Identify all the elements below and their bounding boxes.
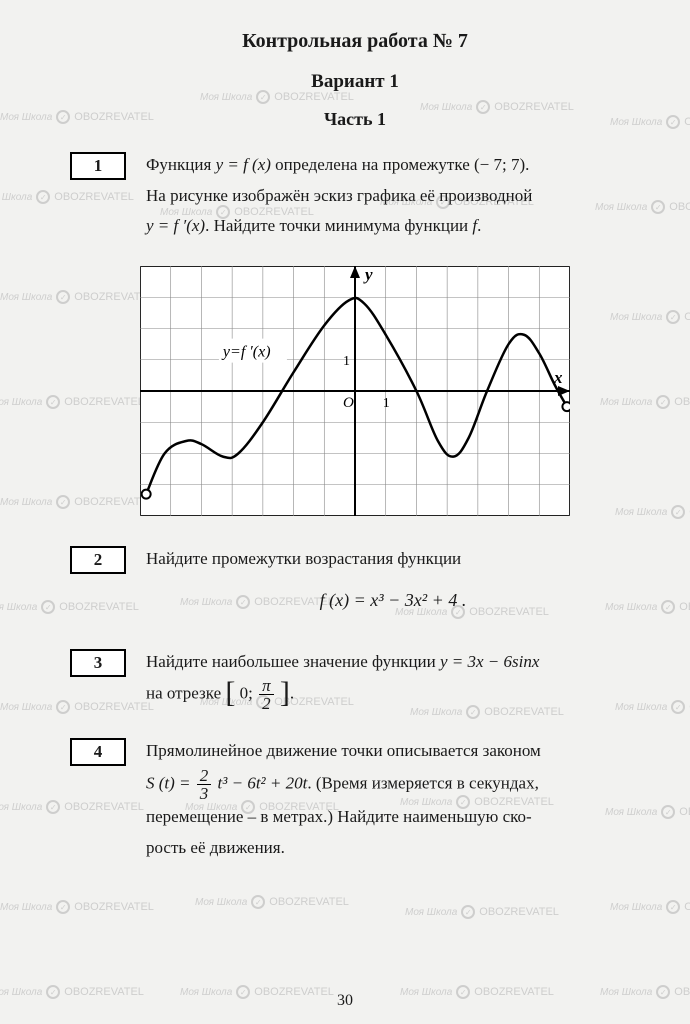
problem-number-box: 4: [70, 738, 126, 766]
text: определена на промежутке: [271, 155, 474, 174]
problem-2: 2 Найдите промежутки возрастания функции…: [70, 544, 640, 623]
text: .: [525, 155, 529, 174]
svg-text:y=f ′(x): y=f ′(x): [221, 343, 271, 360]
bracket-left: [: [225, 681, 235, 705]
text: Прямолинейное движение точки описывается…: [146, 741, 541, 760]
svg-text:1: 1: [383, 396, 390, 411]
problem-text: Функция y = f (x) определена на промежут…: [146, 150, 532, 242]
formula: f (x) = x³ − 3x² + 4 .: [146, 584, 640, 616]
bracket-right: ]: [280, 681, 290, 705]
svg-text:O: O: [343, 395, 354, 411]
text: на отрезке: [146, 684, 225, 703]
denominator: 2: [259, 695, 274, 712]
fraction: 23: [197, 767, 212, 802]
problem-number-box: 3: [70, 649, 126, 677]
problem-text: Прямолинейное движение точки описывается…: [146, 736, 541, 863]
text: На рисунке изображён эскиз графика её пр…: [146, 186, 532, 205]
math: y = 3x − 6sinx: [440, 652, 539, 671]
text: Функция: [146, 155, 216, 174]
problem-1: 1 Функция y = f (x) определена на промеж…: [70, 150, 640, 242]
content: Контрольная работа № 7 Вариант 1 Часть 1…: [70, 30, 640, 863]
problem-3: 3 Найдите наибольшее значение функции y …: [70, 647, 640, 713]
problem-number-box: 2: [70, 546, 126, 574]
interval: (− 7; 7): [474, 155, 525, 174]
problem-text: Найдите промежутки возрастания функции f…: [146, 544, 640, 623]
page-number: 30: [0, 992, 690, 1010]
math: S (t) =: [146, 773, 195, 792]
problem-text: Найдите наибольшее значение функции y = …: [146, 647, 539, 713]
watermark: Моя Школа✓OBOZREVATEL: [195, 895, 349, 909]
part-heading: Часть 1: [70, 109, 640, 130]
problem-number-box: 1: [70, 152, 126, 180]
watermark: Моя Школа✓OBOZREVATEL: [610, 900, 690, 914]
text: перемещение – в метрах.) Найдите наимень…: [146, 807, 532, 826]
math: t³ − 6t² + 20t: [218, 773, 308, 792]
problem-4: 4 Прямолинейное движение точки описывает…: [70, 736, 640, 863]
text: .: [477, 216, 481, 235]
text: . Найдите точки минимума функции: [205, 216, 472, 235]
watermark: Моя Школа✓OBOZREVATEL: [0, 900, 154, 914]
variant-heading: Вариант 1: [70, 71, 640, 93]
fraction: π2: [259, 677, 274, 712]
svg-text:y: y: [363, 266, 373, 284]
interval-start: 0;: [240, 684, 253, 703]
denominator: 3: [197, 785, 212, 802]
svg-text:1: 1: [343, 354, 350, 369]
page-title: Контрольная работа № 7: [70, 30, 640, 53]
watermark: Моя Школа✓OBOZREVATEL: [405, 905, 559, 919]
graph-container: O11xyy=f ′(x): [140, 266, 570, 516]
derivative-graph: O11xyy=f ′(x): [140, 266, 570, 516]
text: .: [290, 684, 294, 703]
text: рость её движения.: [146, 838, 285, 857]
math: y = f ′(x): [146, 216, 205, 235]
text: Найдите наибольшее значение функции: [146, 652, 440, 671]
text: . (Время измеряется в секундах,: [307, 773, 539, 792]
numerator: 2: [197, 767, 212, 785]
math: y = f (x): [216, 155, 271, 174]
text: Найдите промежутки возрастания функции: [146, 549, 461, 568]
numerator: π: [259, 677, 274, 695]
